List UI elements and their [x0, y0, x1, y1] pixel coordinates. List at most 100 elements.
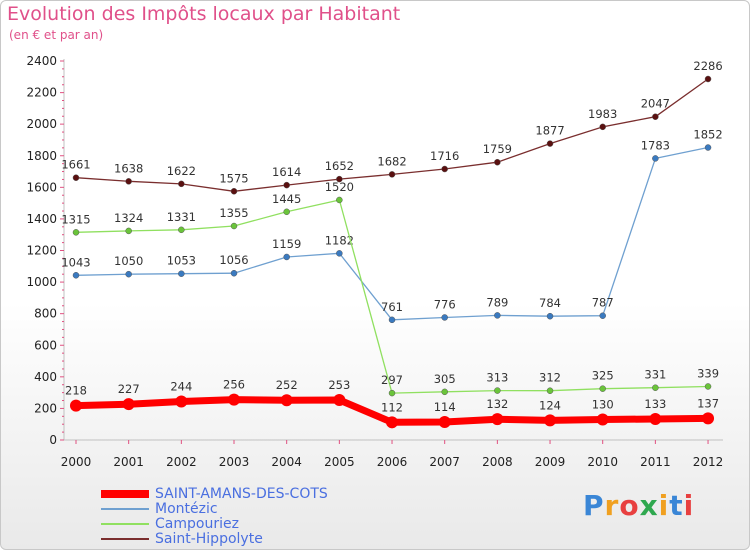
data-point-saint-hippolyte	[72, 174, 80, 181]
data-point-campouriez	[125, 227, 132, 235]
data-label-saint-amans-des-cots: 253	[328, 378, 350, 392]
logo-letter: r	[604, 489, 620, 522]
data-label-mont-zic: 784	[539, 296, 561, 310]
x-tick-label: 2001	[113, 455, 144, 469]
x-tick-label: 2011	[640, 455, 671, 469]
y-tick-label: 1400	[26, 212, 57, 226]
legend-swatch	[101, 508, 149, 510]
data-point-campouriez	[494, 387, 501, 394]
data-label-saint-amans-des-cots: 124	[539, 398, 561, 412]
data-label-saint-hippolyte: 1983	[588, 107, 617, 121]
data-point-campouriez	[599, 385, 606, 392]
data-point-campouriez	[652, 384, 659, 391]
data-label-saint-hippolyte: 1716	[430, 149, 459, 163]
y-tick-label: 1200	[26, 244, 57, 258]
y-tick-label: 200	[34, 401, 57, 415]
data-label-campouriez: 297	[381, 373, 403, 387]
data-point-campouriez	[704, 383, 712, 390]
legend-label: Montézic	[155, 501, 218, 517]
data-point-mont-zic	[441, 314, 448, 321]
x-tick-label: 2003	[219, 455, 250, 469]
x-tick-label: 2007	[429, 455, 460, 469]
data-label-mont-zic: 789	[486, 295, 508, 309]
data-label-saint-hippolyte: 1759	[483, 142, 512, 156]
data-point-campouriez	[178, 226, 185, 234]
data-label-campouriez: 1445	[272, 192, 301, 206]
data-label-saint-hippolyte: 2286	[693, 59, 722, 73]
data-point-saint-hippolyte	[494, 158, 501, 166]
data-label-mont-zic: 1043	[61, 255, 90, 269]
y-tick-label: 400	[34, 370, 57, 384]
legend-label: SAINT-AMANS-DES-COTS	[155, 486, 328, 502]
legend-swatch	[101, 490, 149, 498]
data-label-saint-hippolyte: 1614	[272, 165, 301, 179]
data-label-saint-amans-des-cots: 133	[644, 397, 666, 411]
chart-subtitle: (en € et par an)	[9, 28, 104, 42]
data-label-saint-hippolyte: 1575	[219, 171, 248, 185]
data-point-mont-zic	[599, 312, 606, 319]
x-tick-label: 2006	[377, 455, 408, 469]
data-point-saint-hippolyte	[283, 181, 290, 189]
x-tick-label: 2005	[324, 455, 355, 469]
data-point-mont-zic	[336, 250, 343, 257]
data-point-saint-hippolyte	[388, 171, 396, 178]
data-label-campouriez: 1355	[219, 206, 248, 220]
data-label-mont-zic: 1182	[325, 233, 354, 247]
data-point-saint-hippolyte	[178, 180, 185, 188]
data-label-saint-hippolyte: 2047	[641, 97, 670, 111]
data-label-saint-hippolyte: 1877	[535, 124, 564, 138]
data-point-saint-amans-des-cots	[228, 393, 241, 406]
x-tick-label: 2002	[166, 455, 197, 469]
data-label-saint-amans-des-cots: 256	[223, 378, 245, 392]
data-point-saint-hippolyte	[336, 175, 343, 183]
data-label-mont-zic: 1056	[219, 253, 248, 267]
data-point-saint-amans-des-cots	[596, 413, 609, 426]
data-label-saint-hippolyte: 1661	[61, 158, 90, 172]
data-point-mont-zic	[652, 155, 659, 162]
y-tick-label: 2200	[26, 86, 57, 100]
data-point-campouriez	[72, 229, 80, 236]
legend-label: Campouriez	[155, 516, 239, 532]
data-label-saint-hippolyte: 1652	[325, 159, 354, 173]
data-label-saint-hippolyte: 1682	[377, 154, 406, 168]
data-label-mont-zic: 1053	[167, 254, 196, 268]
data-label-mont-zic: 1050	[114, 254, 143, 268]
data-point-saint-amans-des-cots	[702, 412, 715, 425]
data-label-saint-amans-des-cots: 137	[697, 396, 719, 410]
y-tick-label: 800	[34, 307, 57, 321]
legend-swatch	[101, 538, 149, 540]
data-point-mont-zic	[546, 312, 554, 320]
data-label-mont-zic: 1852	[693, 128, 722, 142]
data-label-mont-zic: 1159	[272, 237, 301, 251]
data-point-mont-zic	[704, 144, 712, 151]
data-label-mont-zic: 1783	[641, 138, 670, 152]
data-point-saint-hippolyte	[704, 75, 712, 83]
data-point-saint-amans-des-cots	[175, 395, 188, 408]
data-point-campouriez	[336, 196, 343, 204]
y-tick-label: 0	[49, 433, 57, 447]
data-point-mont-zic	[388, 316, 396, 324]
data-point-saint-amans-des-cots	[70, 399, 82, 412]
data-point-campouriez	[546, 387, 554, 394]
data-label-campouriez: 305	[434, 372, 456, 386]
data-label-saint-hippolyte: 1622	[167, 164, 196, 178]
data-point-saint-amans-des-cots	[438, 415, 451, 428]
logo-letter: i	[658, 489, 670, 522]
y-tick-label: 600	[34, 338, 57, 352]
data-point-campouriez	[441, 388, 448, 396]
x-tick-label: 2008	[482, 455, 513, 469]
data-point-saint-amans-des-cots	[122, 398, 135, 411]
legend-label: Saint-Hippolyte	[155, 531, 263, 547]
data-point-saint-amans-des-cots	[544, 414, 557, 427]
data-label-campouriez: 313	[486, 371, 508, 385]
data-point-mont-zic	[178, 270, 185, 277]
data-point-mont-zic	[72, 272, 80, 279]
data-label-mont-zic: 776	[434, 297, 456, 311]
y-tick-label: 2000	[26, 117, 57, 131]
data-label-campouriez: 339	[697, 366, 719, 380]
y-tick-label: 1600	[26, 180, 57, 194]
x-tick-label: 2010	[587, 455, 618, 469]
data-point-campouriez	[283, 208, 290, 216]
